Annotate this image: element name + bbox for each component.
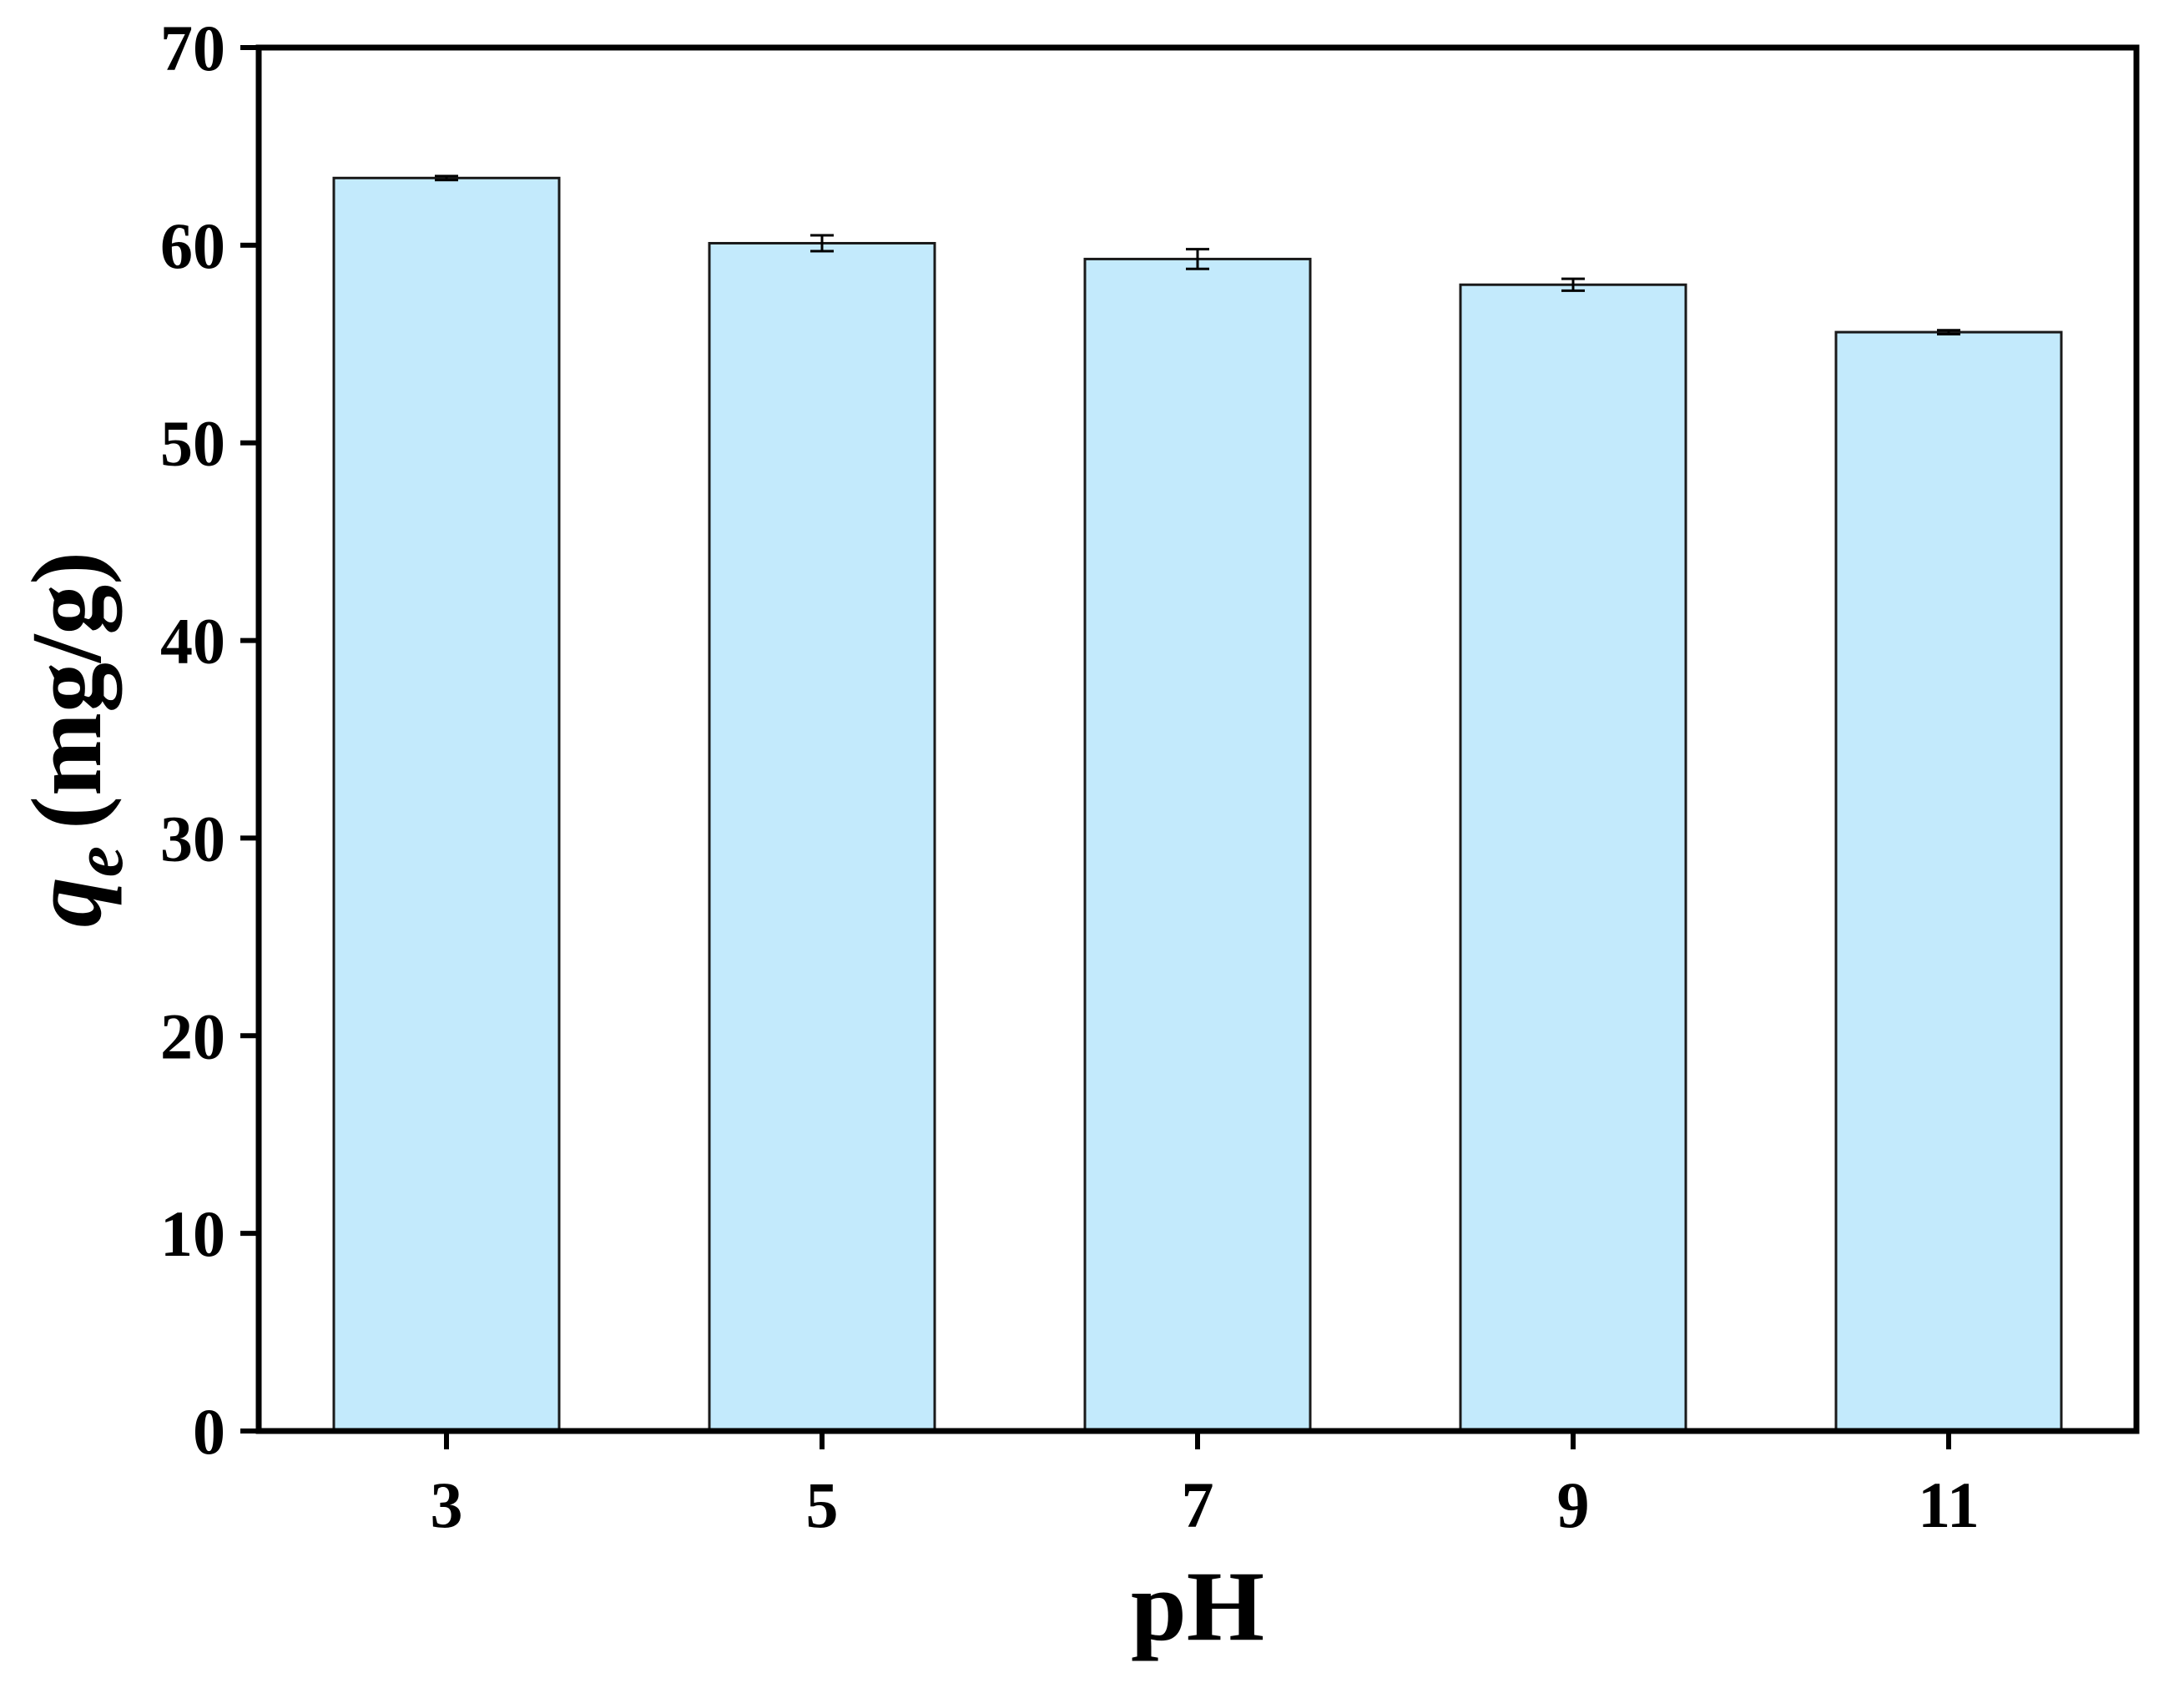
error-bars-layer: [435, 174, 1960, 335]
x-tick-label: 3: [431, 1469, 463, 1541]
x-tick-label: 5: [806, 1469, 839, 1541]
bar-ph-11: [1834, 330, 2063, 1433]
y-axis-ticks: 0 10 20 30 40 50 60 70: [160, 12, 259, 1468]
x-tick-label: 7: [1182, 1469, 1214, 1541]
bar-ph-3: [332, 176, 561, 1433]
error-bar-ph-5: [810, 234, 834, 253]
bar-ph-9: [1459, 283, 1687, 1433]
y-tick-label: 50: [160, 407, 225, 480]
y-tick-label: 70: [160, 12, 225, 84]
y-axis-title: qe (mg/g): [11, 552, 138, 928]
error-bar-ph-11: [1937, 329, 1960, 335]
y-tick-label: 40: [160, 605, 225, 678]
bars-layer: [332, 176, 2063, 1433]
y-axis-subscript: e: [60, 846, 138, 877]
x-axis-title: pH: [1131, 1550, 1264, 1661]
y-tick-label: 0: [193, 1395, 225, 1468]
y-axis-symbol: q: [11, 877, 122, 927]
y-tick-label: 30: [160, 802, 225, 874]
error-bar-ph-7: [1186, 248, 1209, 270]
error-bar-ph-9: [1561, 277, 1585, 292]
error-bar-ph-3: [435, 174, 458, 182]
bar-ph-7: [1083, 257, 1312, 1433]
bar-ph-5: [708, 241, 936, 1433]
x-axis-ticks: 3 5 7 9 11: [431, 1431, 1980, 1541]
x-tick-label: 11: [1918, 1469, 1980, 1541]
y-tick-label: 10: [160, 1197, 225, 1270]
y-tick-label: 60: [160, 209, 225, 282]
y-axis-unit: (mg/g): [11, 552, 123, 829]
y-tick-label: 20: [160, 1000, 225, 1072]
x-tick-label: 9: [1557, 1469, 1590, 1541]
